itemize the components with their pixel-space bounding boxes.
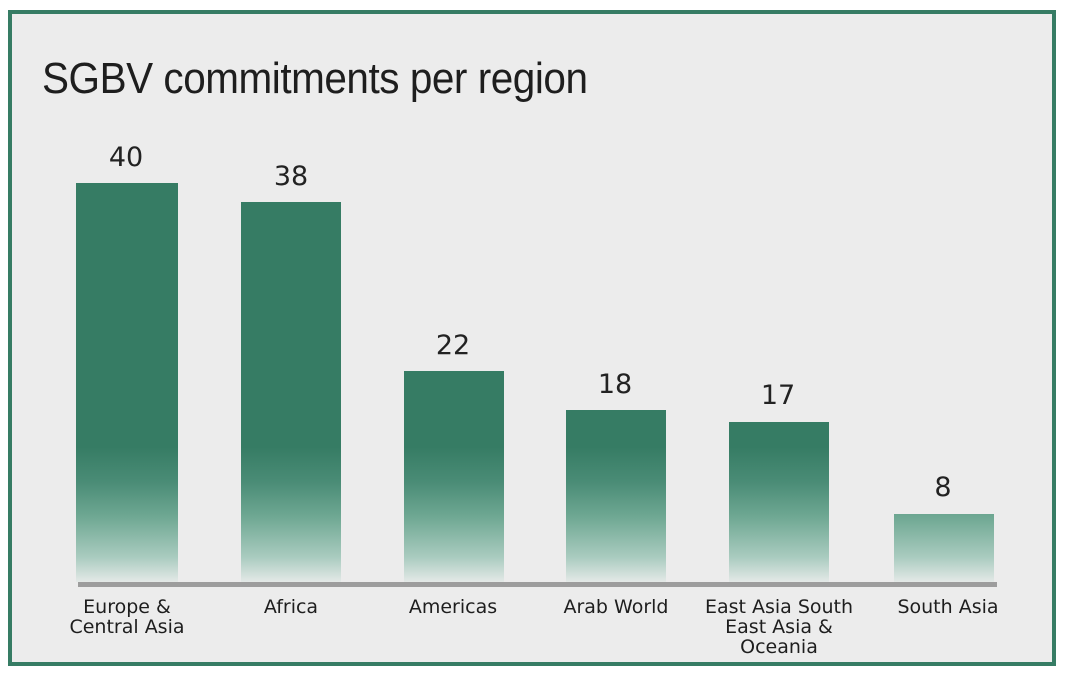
category-label: Americas: [408, 596, 498, 618]
value-label: 22: [435, 330, 471, 361]
category-label: Africa: [263, 596, 319, 618]
bar-europe-central-asia: [76, 183, 178, 582]
category-label: Europe & Central Asia: [69, 596, 185, 638]
bar-africa: [241, 202, 341, 582]
value-label: 40: [108, 142, 144, 173]
bar-arab-world: [566, 410, 666, 582]
bar-americas: [404, 371, 504, 582]
x-axis-baseline: [78, 582, 997, 587]
bar-east-asia-oceania: [729, 422, 829, 582]
chart-title: SGBV commitments per region: [42, 54, 588, 103]
value-label: 8: [934, 472, 952, 503]
chart-frame: SGBV commitments per region 40 38 22 18 …: [8, 10, 1056, 666]
value-label: 38: [273, 161, 309, 192]
value-label: 18: [597, 369, 633, 400]
bar-south-asia: [894, 514, 994, 582]
category-label: East Asia South East Asia & Oceania: [704, 596, 854, 658]
category-label: Arab World: [563, 596, 669, 618]
category-label: South Asia: [897, 596, 999, 618]
value-label: 17: [760, 380, 796, 411]
